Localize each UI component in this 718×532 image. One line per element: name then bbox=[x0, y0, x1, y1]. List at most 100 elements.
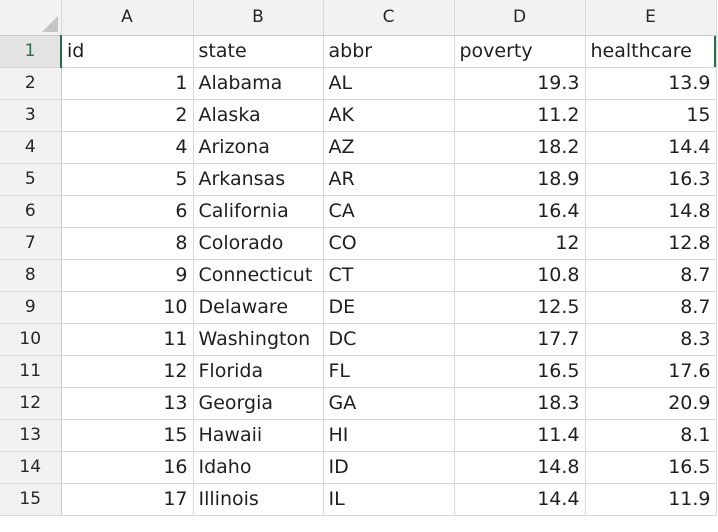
cell-e7[interactable]: 12.8 bbox=[585, 227, 717, 260]
cell-c14[interactable]: ID bbox=[323, 451, 455, 484]
cell-e1[interactable]: healthcare bbox=[585, 35, 717, 68]
cell-a3[interactable]: 2 bbox=[61, 99, 194, 132]
cell-c13[interactable]: HI bbox=[323, 419, 455, 452]
cell-c3[interactable]: AK bbox=[323, 99, 455, 132]
table-row: 9 10 Delaware DE 12.5 8.7 bbox=[0, 291, 717, 324]
cell-c8[interactable]: CT bbox=[323, 259, 455, 292]
cell-a8[interactable]: 9 bbox=[61, 259, 194, 292]
cell-d14[interactable]: 14.8 bbox=[454, 451, 586, 484]
cell-e13[interactable]: 8.1 bbox=[585, 419, 717, 452]
cell-e2[interactable]: 13.9 bbox=[585, 67, 717, 100]
cell-b5[interactable]: Arkansas bbox=[193, 163, 324, 196]
cell-d7[interactable]: 12 bbox=[454, 227, 586, 260]
cell-a2[interactable]: 1 bbox=[61, 67, 194, 100]
cell-a11[interactable]: 12 bbox=[61, 355, 194, 388]
row-header-9[interactable]: 9 bbox=[0, 291, 62, 324]
cell-e12[interactable]: 20.9 bbox=[585, 387, 717, 420]
cell-d15[interactable]: 14.4 bbox=[454, 483, 586, 516]
cell-a10[interactable]: 11 bbox=[61, 323, 194, 356]
cell-e14[interactable]: 16.5 bbox=[585, 451, 717, 484]
cell-d1[interactable]: poverty bbox=[454, 35, 586, 68]
cell-d8[interactable]: 10.8 bbox=[454, 259, 586, 292]
cell-d6[interactable]: 16.4 bbox=[454, 195, 586, 228]
cell-c6[interactable]: CA bbox=[323, 195, 455, 228]
cell-d4[interactable]: 18.2 bbox=[454, 131, 586, 164]
cell-c12[interactable]: GA bbox=[323, 387, 455, 420]
row-header-1[interactable]: 1 bbox=[0, 35, 62, 68]
row-header-10[interactable]: 10 bbox=[0, 323, 62, 356]
row-header-11[interactable]: 11 bbox=[0, 355, 62, 388]
table-row: 15 17 Illinois IL 14.4 11.9 bbox=[0, 483, 717, 516]
cell-a6[interactable]: 6 bbox=[61, 195, 194, 228]
cell-c4[interactable]: AZ bbox=[323, 131, 455, 164]
cell-e3[interactable]: 15 bbox=[585, 99, 717, 132]
cell-a9[interactable]: 10 bbox=[61, 291, 194, 324]
cell-c11[interactable]: FL bbox=[323, 355, 455, 388]
cell-e11[interactable]: 17.6 bbox=[585, 355, 717, 388]
cell-d5[interactable]: 18.9 bbox=[454, 163, 586, 196]
cell-b1[interactable]: state bbox=[193, 35, 324, 68]
cell-b10[interactable]: Washington bbox=[193, 323, 324, 356]
cell-e8[interactable]: 8.7 bbox=[585, 259, 717, 292]
cell-a7[interactable]: 8 bbox=[61, 227, 194, 260]
cell-d11[interactable]: 16.5 bbox=[454, 355, 586, 388]
cell-c5[interactable]: AR bbox=[323, 163, 455, 196]
row-header-7[interactable]: 7 bbox=[0, 227, 62, 260]
cell-c7[interactable]: CO bbox=[323, 227, 455, 260]
table-row: 7 8 Colorado CO 12 12.8 bbox=[0, 227, 717, 260]
cell-a12[interactable]: 13 bbox=[61, 387, 194, 420]
cell-b6[interactable]: California bbox=[193, 195, 324, 228]
cell-e4[interactable]: 14.4 bbox=[585, 131, 717, 164]
column-header-d[interactable]: D bbox=[454, 0, 586, 36]
column-header-e[interactable]: E bbox=[585, 0, 717, 36]
cell-e5[interactable]: 16.3 bbox=[585, 163, 717, 196]
cell-d10[interactable]: 17.7 bbox=[454, 323, 586, 356]
cell-b7[interactable]: Colorado bbox=[193, 227, 324, 260]
cell-d12[interactable]: 18.3 bbox=[454, 387, 586, 420]
cell-d2[interactable]: 19.3 bbox=[454, 67, 586, 100]
table-row: 11 12 Florida FL 16.5 17.6 bbox=[0, 355, 717, 388]
cell-d3[interactable]: 11.2 bbox=[454, 99, 586, 132]
cell-d9[interactable]: 12.5 bbox=[454, 291, 586, 324]
cell-d13[interactable]: 11.4 bbox=[454, 419, 586, 452]
row-header-12[interactable]: 12 bbox=[0, 387, 62, 420]
cell-b13[interactable]: Hawaii bbox=[193, 419, 324, 452]
cell-e10[interactable]: 8.3 bbox=[585, 323, 717, 356]
cell-b11[interactable]: Florida bbox=[193, 355, 324, 388]
row-header-2[interactable]: 2 bbox=[0, 67, 62, 100]
row-header-15[interactable]: 15 bbox=[0, 483, 62, 516]
select-all-corner[interactable] bbox=[0, 0, 62, 36]
row-header-8[interactable]: 8 bbox=[0, 259, 62, 292]
column-header-a[interactable]: A bbox=[61, 0, 194, 36]
cell-b9[interactable]: Delaware bbox=[193, 291, 324, 324]
cell-b8[interactable]: Connecticut bbox=[193, 259, 324, 292]
cell-b4[interactable]: Arizona bbox=[193, 131, 324, 164]
cell-b14[interactable]: Idaho bbox=[193, 451, 324, 484]
cell-a14[interactable]: 16 bbox=[61, 451, 194, 484]
row-header-3[interactable]: 3 bbox=[0, 99, 62, 132]
cell-a4[interactable]: 4 bbox=[61, 131, 194, 164]
cell-a5[interactable]: 5 bbox=[61, 163, 194, 196]
cell-c9[interactable]: DE bbox=[323, 291, 455, 324]
row-header-4[interactable]: 4 bbox=[0, 131, 62, 164]
row-header-13[interactable]: 13 bbox=[0, 419, 62, 452]
cell-c1[interactable]: abbr bbox=[323, 35, 455, 68]
cell-e6[interactable]: 14.8 bbox=[585, 195, 717, 228]
cell-b3[interactable]: Alaska bbox=[193, 99, 324, 132]
cell-a13[interactable]: 15 bbox=[61, 419, 194, 452]
cell-e15[interactable]: 11.9 bbox=[585, 483, 717, 516]
column-header-c[interactable]: C bbox=[323, 0, 455, 36]
cell-c2[interactable]: AL bbox=[323, 67, 455, 100]
cell-c10[interactable]: DC bbox=[323, 323, 455, 356]
cell-e9[interactable]: 8.7 bbox=[585, 291, 717, 324]
cell-a1[interactable]: id bbox=[61, 35, 194, 68]
cell-a15[interactable]: 17 bbox=[61, 483, 194, 516]
cell-b12[interactable]: Georgia bbox=[193, 387, 324, 420]
cell-b15[interactable]: Illinois bbox=[193, 483, 324, 516]
column-header-b[interactable]: B bbox=[193, 0, 324, 36]
row-header-14[interactable]: 14 bbox=[0, 451, 62, 484]
cell-c15[interactable]: IL bbox=[323, 483, 455, 516]
row-header-6[interactable]: 6 bbox=[0, 195, 62, 228]
row-header-5[interactable]: 5 bbox=[0, 163, 62, 196]
cell-b2[interactable]: Alabama bbox=[193, 67, 324, 100]
